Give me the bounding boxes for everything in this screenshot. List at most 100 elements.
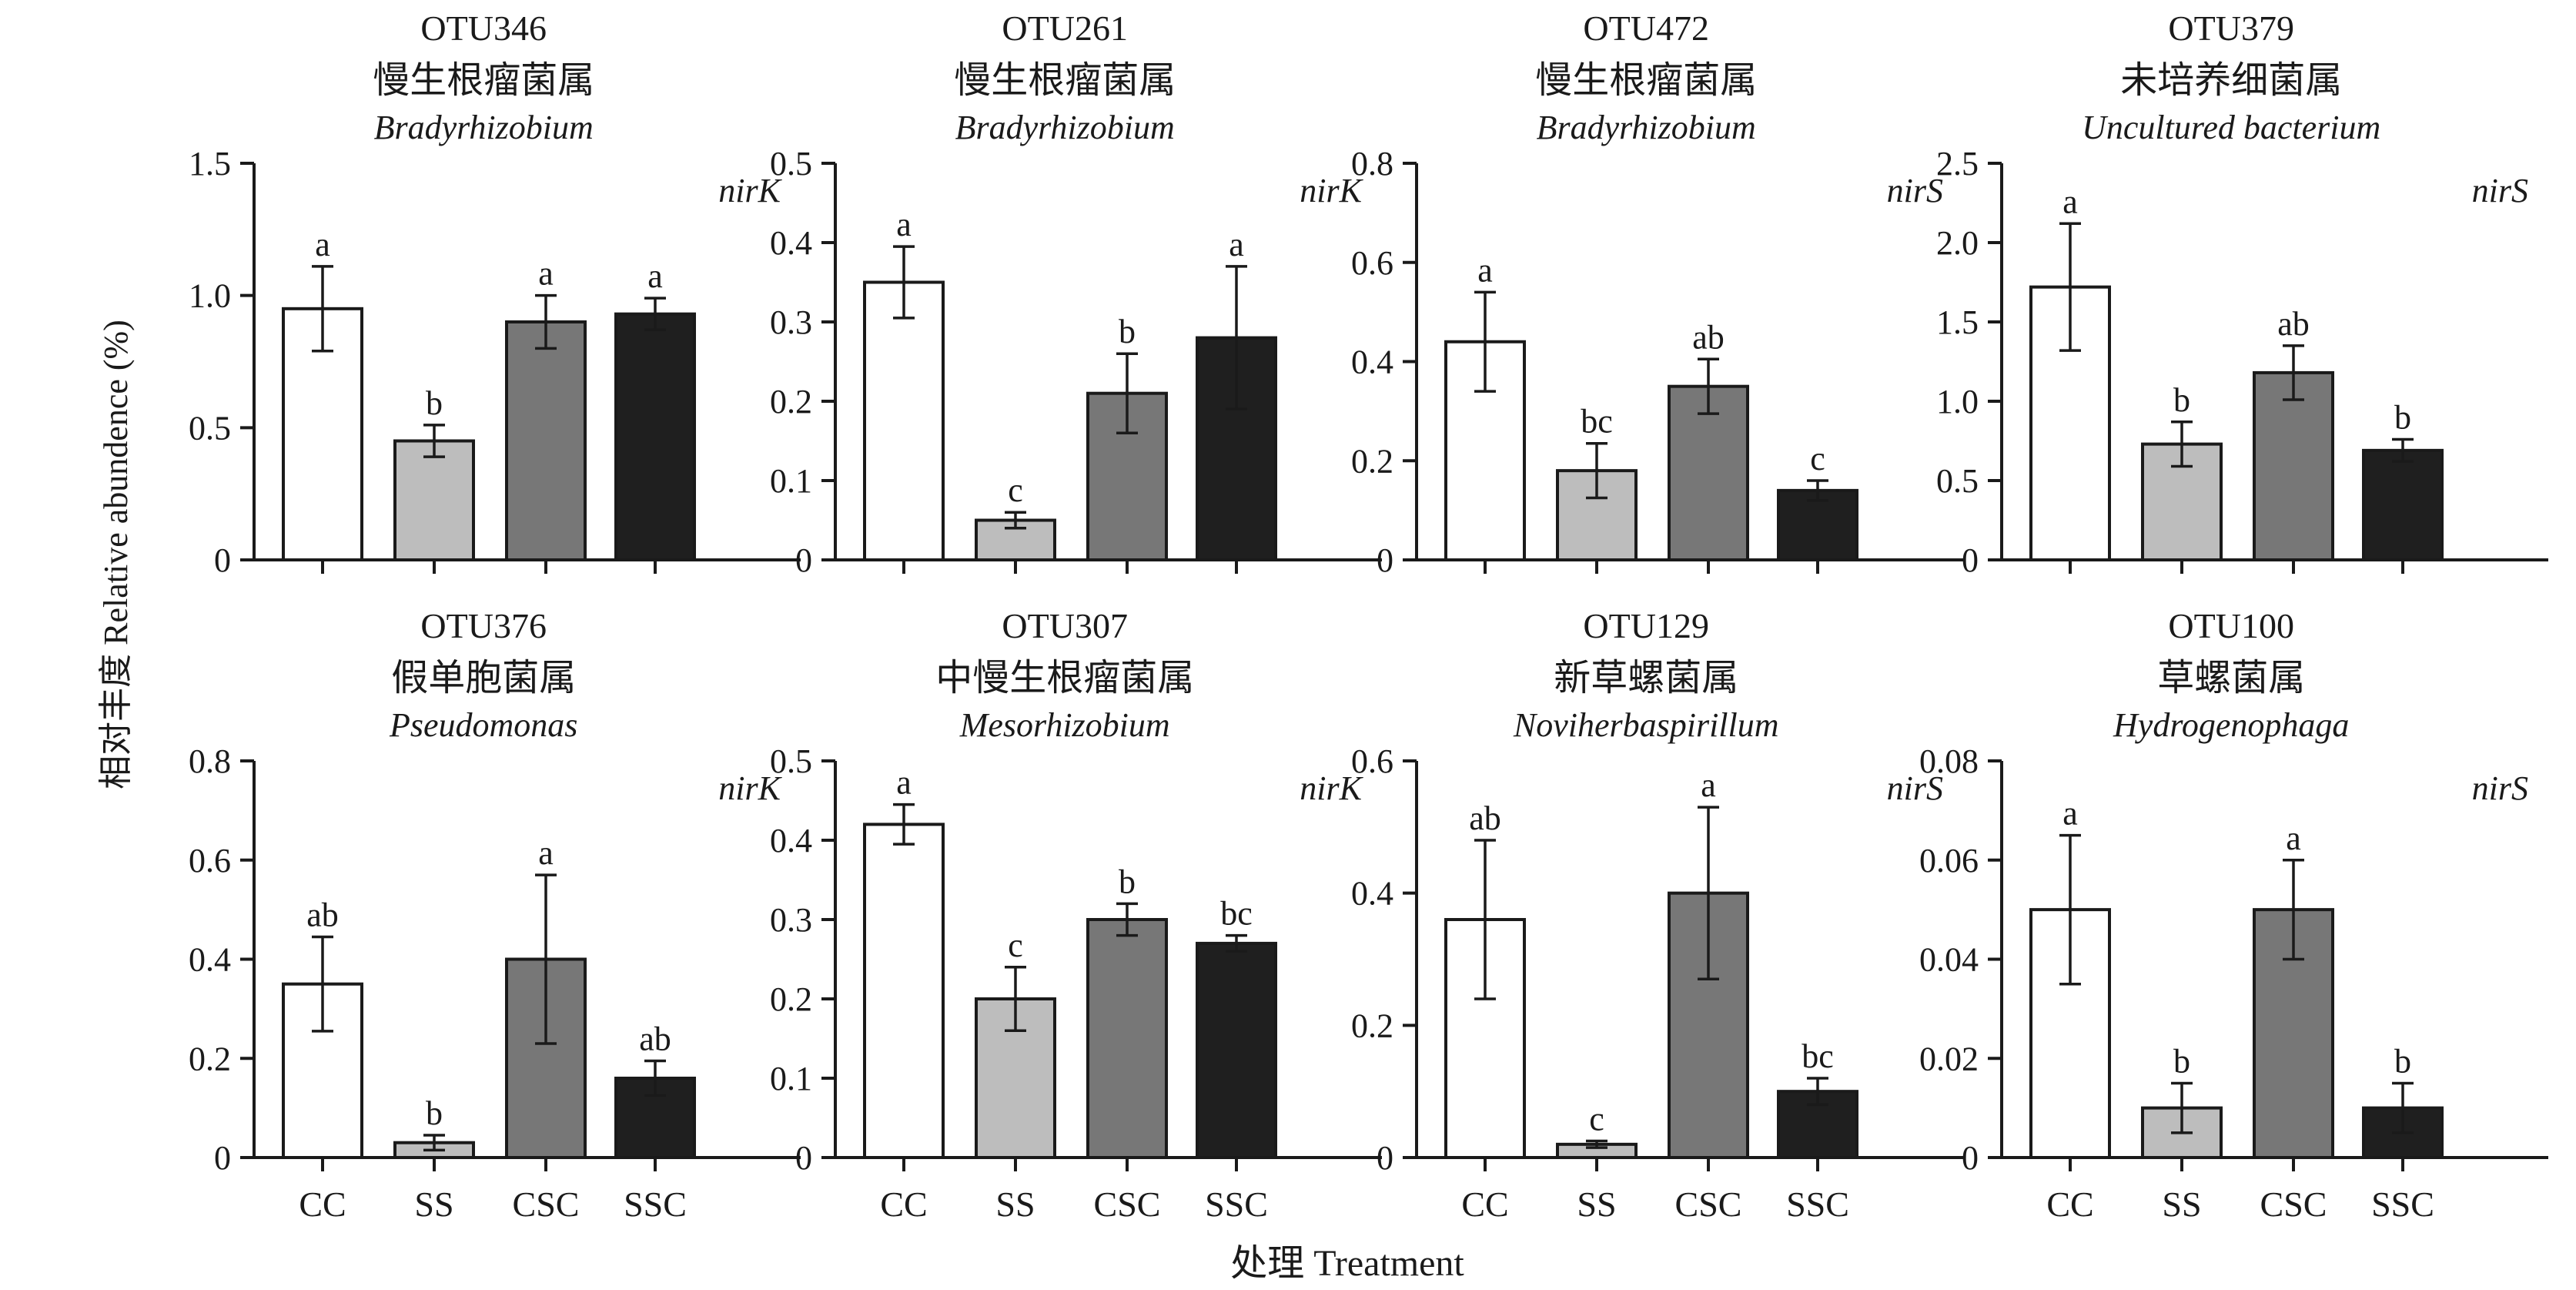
significance-letter: ab xyxy=(639,1020,671,1057)
chart-panel-otu376: OTU376 假单胞菌属 Pseudomonas nirK 0 0.2 0.4 0.6 0.8 a… xyxy=(189,606,801,1224)
panel-title-genus-cn: 慢生根瘤菌属 xyxy=(1535,60,1757,101)
panel-title-otu: OTU307 xyxy=(1002,606,1128,645)
significance-letter: a xyxy=(1229,226,1244,263)
panel-title-otu: OTU472 xyxy=(1583,8,1709,48)
y-tick-label: 0.4 xyxy=(1351,875,1393,913)
chart-panel-otu346: OTU346 慢生根瘤菌属 Bradyrhizobium nirK 0 0.5 1.0 1.5… xyxy=(189,8,801,579)
panel-gene-label: nirK xyxy=(1300,769,1363,807)
panel-title-genus: Hydrogenophaga xyxy=(2113,706,2349,744)
y-tick-label: 0 xyxy=(1962,1139,1979,1177)
y-tick-label: 0 xyxy=(795,541,812,579)
panel-title-otu: OTU379 xyxy=(2168,8,2294,48)
y-tick-label: 2.5 xyxy=(1936,145,1979,183)
y-tick-label: 1.5 xyxy=(189,145,231,183)
bar-cc xyxy=(863,823,945,1160)
significance-letter: a xyxy=(2286,819,2301,857)
x-tick-label: CC xyxy=(1461,1184,1508,1224)
panel-title-otu: OTU261 xyxy=(1002,8,1128,48)
bar-ss xyxy=(2141,442,2223,561)
x-tick-label: SSC xyxy=(1786,1184,1849,1224)
panel-gene-label: nirK xyxy=(718,172,782,209)
y-tick-label: 0.4 xyxy=(770,224,812,262)
significance-letter: bc xyxy=(1220,895,1253,933)
y-tick-label: 0 xyxy=(1377,1139,1393,1177)
significance-letter: c xyxy=(1008,471,1023,509)
panel-title-genus-cn: 新草螺菌属 xyxy=(1554,658,1738,699)
chart-panel-otu261: OTU261 慢生根瘤菌属 Bradyrhizobium nirK 0 0.1 0.2 0.3… xyxy=(770,8,1382,579)
y-tick-label: 0.06 xyxy=(1919,842,1979,880)
significance-letter: a xyxy=(1477,251,1493,289)
x-tick-label: CC xyxy=(299,1184,346,1224)
panel-title-genus-cn: 中慢生根瘤菌属 xyxy=(935,658,1194,699)
y-tick-label: 0.8 xyxy=(189,742,231,780)
y-tick-label: 0.4 xyxy=(770,822,812,859)
panel-title-genus-cn: 慢生根瘤菌属 xyxy=(954,60,1176,101)
significance-letter: ab xyxy=(306,896,339,934)
bar-ssc xyxy=(614,312,696,561)
significance-letter: b xyxy=(2173,381,2190,419)
significance-letter: a xyxy=(2062,795,2078,833)
y-tick-label: 0.5 xyxy=(189,409,231,447)
x-tick-label: CC xyxy=(2046,1184,2093,1224)
y-tick-label: 0.4 xyxy=(189,941,231,979)
significance-letter: c xyxy=(1810,440,1825,477)
significance-letter: b xyxy=(2394,1042,2411,1080)
y-tick-label: 0.8 xyxy=(1351,145,1393,183)
significance-letter: ab xyxy=(2277,305,2310,343)
x-tick-label: CSC xyxy=(1675,1184,1742,1224)
y-tick-label: 0.5 xyxy=(770,145,812,183)
significance-letter: b xyxy=(426,384,443,422)
x-tick-label: SS xyxy=(995,1184,1035,1224)
y-tick-label: 0.04 xyxy=(1919,941,1979,979)
y-tick-label: 0.6 xyxy=(189,842,231,880)
significance-letter: a xyxy=(315,226,330,263)
significance-letter: a xyxy=(538,834,554,872)
significance-letter: ab xyxy=(1692,318,1725,356)
chart-panels: OTU346 慢生根瘤菌属 Bradyrhizobium nirK 0 0.5 1.0 1.5… xyxy=(189,8,2548,1224)
x-tick-label: CSC xyxy=(513,1184,580,1224)
panel-title-otu: OTU129 xyxy=(1583,606,1709,645)
y-tick-label: 0 xyxy=(795,1139,812,1177)
significance-letter: a xyxy=(2062,183,2078,220)
panel-gene-label: nirK xyxy=(1300,172,1363,209)
significance-letter: c xyxy=(1589,1101,1604,1138)
y-tick-label: 0.2 xyxy=(770,980,812,1018)
panel-gene-label: nirK xyxy=(718,769,782,807)
panel-title-genus: Uncultured bacterium xyxy=(2082,109,2380,146)
significance-letter: c xyxy=(1008,926,1023,964)
y-tick-label: 1.5 xyxy=(1936,303,1979,341)
significance-letter: bc xyxy=(1581,403,1613,441)
x-tick-label: SS xyxy=(1577,1184,1616,1224)
chart-panel-otu307: OTU307 中慢生根瘤菌属 Mesorhizobium nirK 0 0.1 0.2 0.3… xyxy=(770,606,1382,1224)
x-tick-label: CSC xyxy=(2260,1184,2327,1224)
chart-panel-otu472: OTU472 慢生根瘤菌属 Bradyrhizobium nirS 0 0.2 0.4 0.6… xyxy=(1351,8,1963,579)
y-tick-label: 0.3 xyxy=(770,303,812,341)
x-tick-label: SSC xyxy=(1205,1184,1268,1224)
x-tick-label: SSC xyxy=(624,1184,687,1224)
y-tick-label: 0.2 xyxy=(189,1040,231,1077)
panel-title-otu: OTU376 xyxy=(420,606,547,645)
panel-title-genus: Pseudomonas xyxy=(389,706,577,744)
y-tick-label: 0.5 xyxy=(770,742,812,780)
panel-title-genus: Bradyrhizobium xyxy=(1537,109,1756,146)
y-tick-label: 1.0 xyxy=(1936,383,1979,421)
panel-title-otu: OTU100 xyxy=(2168,606,2294,645)
x-tick-label: CSC xyxy=(1094,1184,1161,1224)
panel-gene-label: nirS xyxy=(2472,172,2528,209)
panel-title-genus-cn: 慢生根瘤菌属 xyxy=(373,60,594,101)
chart-panel-otu129: OTU129 新草螺菌属 Noviherbaspirillum nirS 0 0.2 0.4… xyxy=(1351,606,1963,1224)
significance-letter: a xyxy=(1701,766,1716,804)
significance-letter: a xyxy=(538,255,554,293)
x-tick-label: SS xyxy=(414,1184,453,1224)
panel-title-genus: Noviherbaspirillum xyxy=(1513,706,1779,744)
bar-ssc xyxy=(2362,448,2444,561)
y-tick-label: 0.2 xyxy=(1351,1007,1393,1044)
y-tick-label: 0.1 xyxy=(770,1060,812,1097)
significance-letter: b xyxy=(426,1094,443,1132)
y-tick-label: 0.6 xyxy=(1351,742,1393,780)
panel-title-genus: Bradyrhizobium xyxy=(955,109,1175,146)
panel-title-genus: Bradyrhizobium xyxy=(374,109,594,146)
chart-panel-otu100: OTU100 草螺菌属 Hydrogenophaga nirS 0 0.02 0.04 0.0… xyxy=(1919,606,2548,1224)
significance-letter: bc xyxy=(1802,1037,1834,1075)
